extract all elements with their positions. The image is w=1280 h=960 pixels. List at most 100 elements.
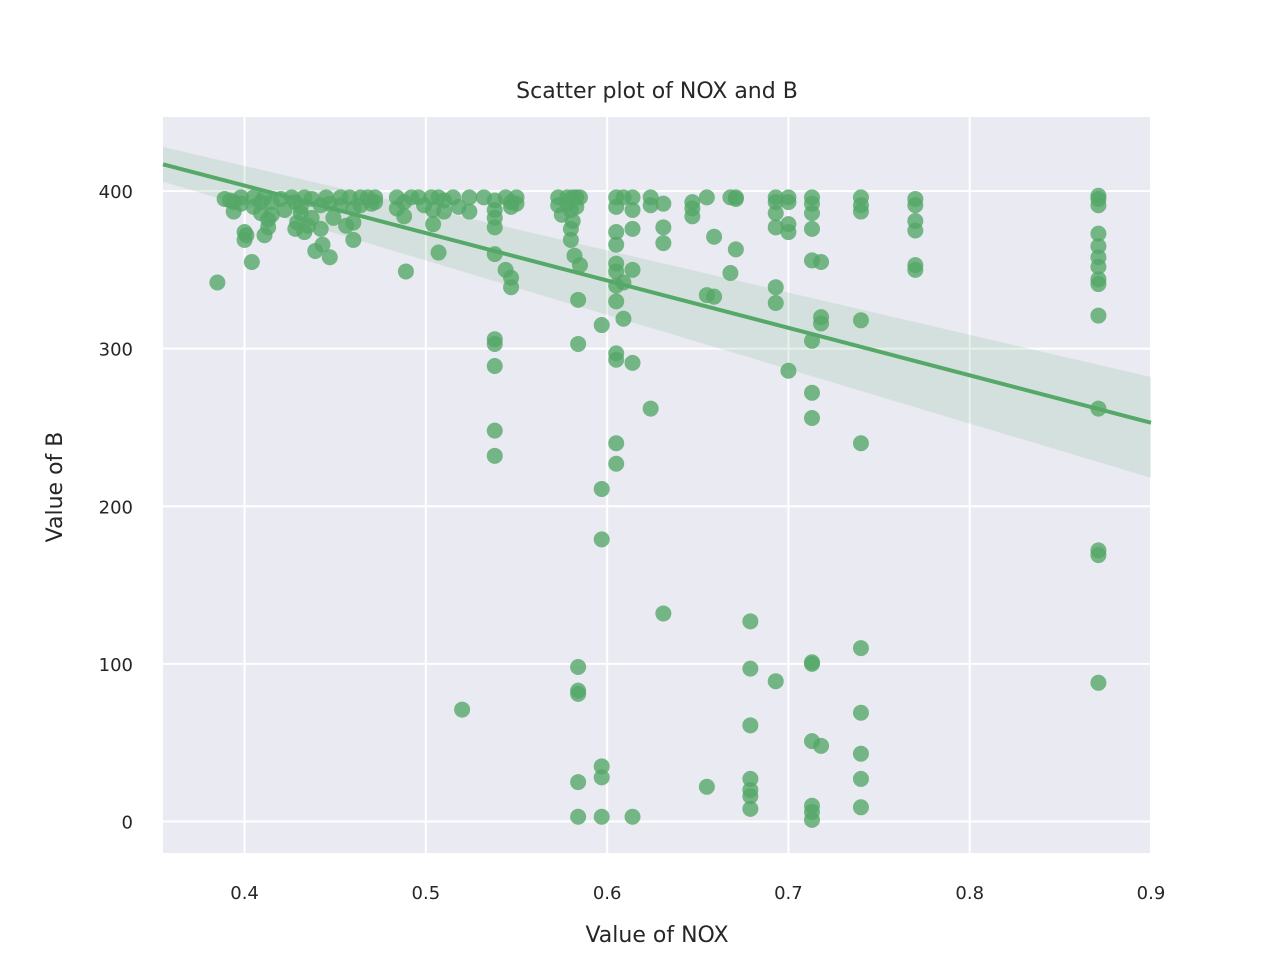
data-point — [570, 335, 587, 352]
data-point — [742, 770, 759, 787]
chart-title: Scatter plot of NOX and B — [516, 79, 798, 104]
data-point — [570, 774, 587, 791]
data-point — [564, 213, 581, 230]
data-point — [396, 208, 413, 225]
data-point — [706, 228, 723, 245]
data-point — [803, 384, 820, 401]
y-tick-label: 300 — [99, 340, 133, 361]
regression-line-group — [162, 162, 1152, 425]
data-point — [243, 253, 260, 270]
data-point — [571, 189, 588, 206]
regression-line — [162, 162, 1152, 425]
data-point — [430, 244, 447, 261]
data-point — [624, 354, 641, 371]
data-point — [642, 400, 659, 417]
data-point — [608, 293, 625, 310]
data-point — [722, 265, 739, 282]
y-tick-label: 0 — [122, 812, 133, 833]
data-point — [727, 241, 744, 258]
data-point — [907, 261, 924, 278]
data-point — [238, 227, 255, 244]
data-point — [260, 219, 277, 236]
data-point — [803, 811, 820, 828]
data-point — [624, 201, 641, 218]
data-point — [593, 808, 610, 825]
data-point — [742, 717, 759, 734]
data-point — [706, 288, 723, 305]
y-tick-label: 100 — [99, 655, 133, 676]
data-point — [780, 224, 797, 241]
data-point — [813, 315, 830, 332]
data-point — [624, 261, 641, 278]
data-point — [425, 216, 442, 233]
data-point — [570, 685, 587, 702]
data-point — [570, 659, 587, 676]
data-point — [813, 253, 830, 270]
x-tick-label: 0.5 — [412, 883, 441, 904]
data-point — [593, 769, 610, 786]
y-tick-label: 400 — [99, 182, 133, 203]
data-point — [209, 274, 226, 291]
x-tick-labels: 0.4 0.5 0.6 0.7 0.8 0.9 — [230, 883, 1165, 904]
data-point — [742, 660, 759, 677]
data-point — [461, 203, 478, 220]
data-point — [767, 194, 784, 211]
data-point — [1090, 547, 1107, 564]
data-point — [803, 220, 820, 237]
data-point — [742, 800, 759, 817]
data-point — [767, 205, 784, 222]
data-point — [698, 189, 715, 206]
data-point — [803, 655, 820, 672]
data-point — [570, 808, 587, 825]
data-point — [593, 531, 610, 548]
data-point — [780, 362, 797, 379]
data-point — [767, 279, 784, 296]
x-tick-label: 0.4 — [230, 883, 259, 904]
data-point — [624, 189, 641, 206]
x-tick-label: 0.6 — [593, 883, 622, 904]
data-point — [486, 335, 503, 352]
data-point — [642, 197, 659, 214]
data-points — [209, 187, 1107, 828]
data-point — [742, 613, 759, 630]
data-point — [684, 208, 701, 225]
data-point — [345, 231, 362, 248]
data-point — [813, 737, 830, 754]
data-point — [593, 758, 610, 775]
data-point — [461, 189, 478, 206]
data-point — [435, 203, 452, 220]
y-tick-label: 200 — [99, 497, 133, 518]
data-point — [566, 247, 583, 264]
data-point — [312, 220, 329, 237]
data-point — [852, 704, 869, 721]
data-point — [1090, 238, 1107, 255]
data-point — [698, 778, 715, 795]
data-point — [593, 317, 610, 334]
data-point — [593, 480, 610, 497]
x-tick-label: 0.7 — [774, 883, 803, 904]
data-point — [727, 190, 744, 207]
data-point — [397, 263, 414, 280]
data-point — [314, 236, 331, 253]
data-point — [907, 197, 924, 214]
data-point — [803, 205, 820, 222]
data-point — [1090, 674, 1107, 691]
data-point — [486, 447, 503, 464]
data-point — [852, 745, 869, 762]
data-point — [303, 209, 320, 226]
data-point — [767, 673, 784, 690]
data-point — [503, 279, 520, 296]
data-point — [562, 231, 579, 248]
data-point — [486, 358, 503, 375]
data-point — [803, 410, 820, 427]
data-point — [852, 435, 869, 452]
data-point — [1090, 225, 1107, 242]
data-point — [570, 291, 587, 308]
x-tick-label: 0.9 — [1137, 883, 1166, 904]
data-point — [486, 422, 503, 439]
data-point — [454, 701, 471, 718]
data-point — [767, 294, 784, 311]
x-axis-label: Value of NOX — [585, 923, 728, 948]
data-point — [325, 209, 342, 226]
